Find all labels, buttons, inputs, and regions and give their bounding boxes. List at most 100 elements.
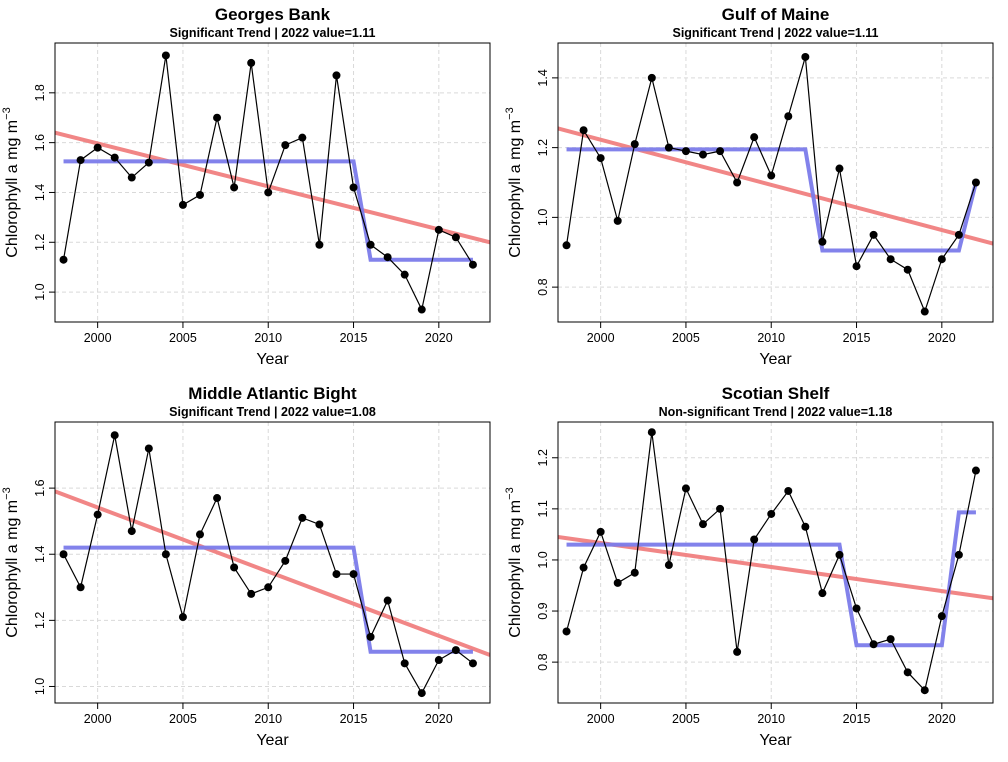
- data-point: [869, 640, 878, 649]
- y-tick-label: 1.2: [33, 234, 47, 251]
- data-point: [298, 133, 307, 142]
- data-point: [144, 444, 153, 453]
- y-axis-label: Chlorophyll a mg m−3: [1, 107, 21, 257]
- plot-area: [55, 431, 490, 698]
- x-axis-label: Year: [759, 732, 792, 749]
- data-point: [315, 520, 324, 529]
- x-tick-label: 2005: [672, 712, 700, 726]
- y-tick-label: 1.2: [536, 139, 550, 156]
- y-axis-label-text: Chlorophyll a mg m: [4, 120, 21, 258]
- x-tick-label: 2015: [340, 331, 368, 345]
- x-tick-label: 2010: [757, 712, 785, 726]
- data-series-line: [565, 432, 977, 692]
- chart-panel-4: Scotian Shelf Non-significant Trend | 202…: [504, 384, 994, 749]
- data-point: [903, 668, 912, 677]
- y-tick-label: 1.4: [33, 184, 47, 201]
- data-point: [869, 230, 878, 239]
- data-point: [332, 570, 341, 579]
- chart-panel-2: Gulf of Maine Significant Trend | 2022 va…: [504, 5, 994, 368]
- plot-frame: [557, 421, 994, 704]
- data-point: [852, 604, 861, 613]
- data-point: [664, 561, 673, 570]
- x-tick-label: 2000: [84, 712, 112, 726]
- trend-line: [55, 489, 490, 657]
- data-point: [647, 428, 656, 437]
- data-point: [451, 233, 460, 242]
- data-point: [579, 126, 588, 135]
- data-point: [835, 550, 844, 559]
- x-tick-label: 2010: [254, 331, 282, 345]
- data-point: [954, 230, 963, 239]
- data-point: [230, 183, 239, 192]
- data-point: [937, 255, 946, 264]
- data-point: [127, 173, 136, 182]
- data-point: [835, 164, 844, 173]
- data-point: [596, 154, 605, 163]
- data-point: [451, 646, 460, 655]
- y-axis-label-text: Chlorophyll a mg m: [4, 500, 21, 638]
- data-point: [400, 659, 409, 668]
- data-point: [937, 612, 946, 621]
- y-axis-label: Chlorophyll a mg m−3: [504, 487, 524, 637]
- data-point: [366, 632, 375, 641]
- data-point: [468, 659, 477, 668]
- data-point: [920, 307, 929, 316]
- y-tick-label: 1.0: [536, 551, 550, 568]
- data-point: [247, 589, 256, 598]
- x-tick-label: 2010: [757, 331, 785, 345]
- data-point: [281, 556, 290, 565]
- data-point: [767, 509, 776, 518]
- x-tick-label: 2015: [340, 712, 368, 726]
- y-tick-label: 1.6: [33, 134, 47, 151]
- data-point: [178, 613, 187, 622]
- y-tick-label: 1.0: [33, 283, 47, 300]
- plot-area: [558, 52, 993, 316]
- data-point: [247, 58, 256, 67]
- data-point: [93, 510, 102, 519]
- data-point: [801, 52, 810, 61]
- y-tick-label: 1.8: [33, 84, 47, 101]
- x-axis-label: Year: [256, 732, 289, 749]
- data-point: [613, 216, 622, 225]
- data-point: [383, 596, 392, 605]
- y-axis-label-text: Chlorophyll a mg m: [507, 500, 524, 638]
- data-point: [681, 147, 690, 156]
- y-tick-label: 1.4: [33, 546, 47, 563]
- data-point: [971, 178, 980, 187]
- plot-area: [55, 51, 490, 314]
- x-tick-label: 2020: [425, 712, 453, 726]
- data-point: [733, 647, 742, 656]
- data-point: [264, 583, 273, 592]
- chart-subtitle: Non-significant Trend | 2022 value=1.18: [659, 405, 893, 419]
- data-point: [954, 550, 963, 559]
- y-tick-label: 0.8: [536, 653, 550, 670]
- data-point: [664, 143, 673, 152]
- chart-title: Scotian Shelf: [722, 384, 830, 403]
- data-point: [110, 153, 119, 162]
- data-point: [76, 156, 85, 165]
- x-tick-label: 2000: [84, 331, 112, 345]
- data-point: [144, 158, 153, 167]
- data-point: [161, 550, 170, 559]
- data-point: [784, 112, 793, 121]
- y-tick-label: 1.4: [536, 69, 550, 86]
- data-point: [349, 183, 358, 192]
- trend-line: [55, 130, 490, 245]
- plot-frame: [54, 421, 491, 704]
- data-point: [434, 656, 443, 665]
- data-point: [332, 71, 341, 80]
- data-point: [400, 270, 409, 279]
- data-point: [681, 484, 690, 493]
- data-point: [613, 578, 622, 587]
- y-tick-label: 1.0: [33, 678, 47, 695]
- data-point: [196, 190, 204, 199]
- data-point: [349, 570, 358, 579]
- data-point: [920, 686, 929, 695]
- plot-frame: [557, 42, 994, 323]
- data-point: [733, 178, 742, 187]
- plot-area: [558, 428, 993, 695]
- regime-step-line: [63, 545, 473, 654]
- data-point: [213, 494, 222, 503]
- regime-step-line: [566, 147, 978, 253]
